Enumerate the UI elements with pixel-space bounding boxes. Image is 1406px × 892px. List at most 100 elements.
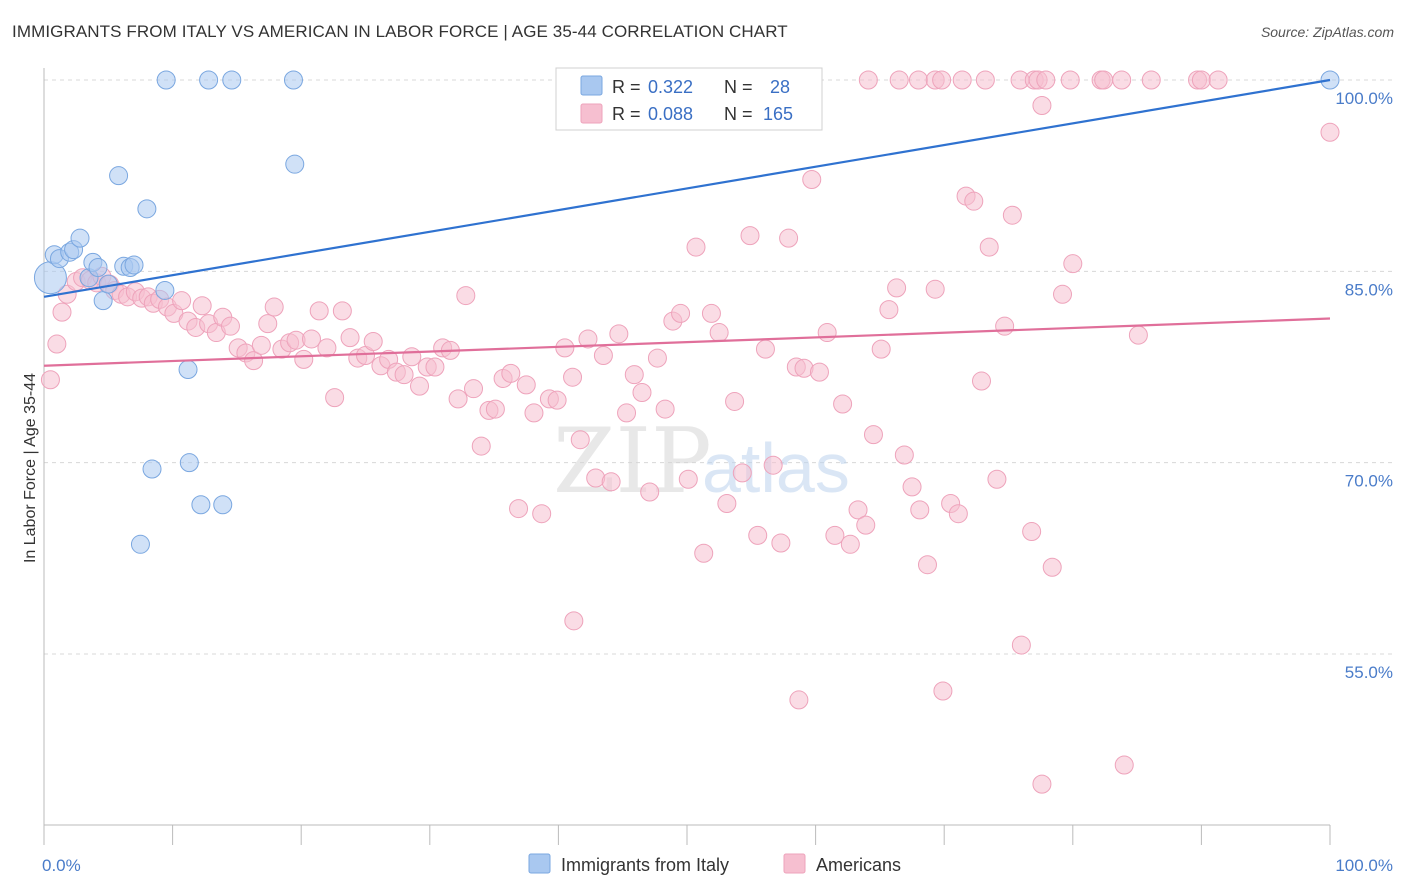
americans-point <box>964 191 984 211</box>
italy-point <box>137 199 157 219</box>
americans-point <box>725 391 745 411</box>
americans-point <box>755 339 775 359</box>
italy-point <box>283 70 303 90</box>
legend-n-value-1: 28 <box>770 77 790 97</box>
americans-point <box>578 329 598 349</box>
y-tick-label: 85.0% <box>1345 280 1393 299</box>
americans-point <box>1141 70 1161 90</box>
americans-point <box>825 525 845 545</box>
americans-point <box>325 388 345 408</box>
italy-point <box>179 453 199 473</box>
watermark-zip: ZIP <box>553 409 712 514</box>
americans-point <box>301 329 321 349</box>
americans-point <box>640 482 660 502</box>
americans-point <box>856 515 876 535</box>
y-axis-title: In Labor Force | Age 35-44 <box>22 373 39 563</box>
americans-point <box>975 70 995 90</box>
italy-point <box>124 255 144 275</box>
americans-point <box>789 690 809 710</box>
americans-point <box>617 403 637 423</box>
legend-r-value-1: 0.322 <box>648 77 693 97</box>
americans-point <box>251 335 271 355</box>
y-tick-label: 55.0% <box>1345 663 1393 682</box>
americans-point <box>1063 254 1083 274</box>
americans-point <box>848 500 868 520</box>
italy-point <box>156 70 176 90</box>
legend-r-label-2: R = <box>612 104 641 124</box>
americans-point <box>593 346 613 366</box>
legend-n-label-2: N = <box>724 104 753 124</box>
americans-point <box>858 70 878 90</box>
y-tick-label: 70.0% <box>1345 472 1393 491</box>
americans-point <box>771 533 791 553</box>
italy-point <box>109 166 129 186</box>
americans-point <box>979 237 999 257</box>
italy-point <box>88 258 108 278</box>
americans-point <box>563 367 583 387</box>
americans-point <box>1011 635 1031 655</box>
americans-point <box>932 70 952 90</box>
bottom-legend-swatch-americans <box>783 853 806 874</box>
americans-point <box>1114 755 1134 775</box>
americans-point <box>1036 70 1056 90</box>
americans-point <box>601 472 621 492</box>
americans-point <box>47 334 67 354</box>
italy-point <box>213 495 233 515</box>
americans-point <box>840 534 860 554</box>
americans-point <box>564 611 584 631</box>
axes <box>43 68 1331 845</box>
legend-n-label-1: N = <box>724 77 753 97</box>
italy-point <box>142 459 162 479</box>
americans-point <box>971 371 991 391</box>
americans-point <box>547 390 567 410</box>
bottom-legend-americans: Americans <box>816 855 901 875</box>
americans-point <box>425 357 445 377</box>
americans-trend-line <box>43 317 1331 367</box>
americans-point <box>464 379 484 399</box>
americans-point <box>363 331 383 351</box>
americans-point <box>686 237 706 257</box>
italy-points <box>33 70 1340 554</box>
americans-point <box>524 403 544 423</box>
americans-point <box>1042 557 1062 577</box>
americans-point <box>1112 70 1132 90</box>
legend-swatch-italy <box>580 75 603 96</box>
y-tick-label: 100.0% <box>1335 89 1393 108</box>
chart-title: IMMIGRANTS FROM ITALY VS AMERICAN IN LAB… <box>12 22 788 41</box>
americans-points <box>40 70 1340 794</box>
americans-point <box>748 525 768 545</box>
americans-point <box>889 70 909 90</box>
americans-point <box>1320 122 1340 142</box>
watermark: ZIP atlas <box>553 409 850 514</box>
tick-labels: 55.0% 70.0% 85.0% 100.0% 0.0% 100.0% <box>42 89 1393 875</box>
legend-r-value-2: 0.088 <box>648 104 693 124</box>
americans-point <box>933 681 953 701</box>
americans-point <box>1191 70 1211 90</box>
americans-point <box>917 555 937 575</box>
bottom-legend-italy: Immigrants from Italy <box>561 855 729 875</box>
americans-point <box>717 493 737 513</box>
americans-point <box>172 291 192 311</box>
americans-point <box>192 296 212 316</box>
americans-point <box>516 375 536 395</box>
americans-point <box>894 445 914 465</box>
americans-point <box>456 286 476 306</box>
legend: R = 0.322 N = 28 R = 0.088 N = 165 <box>555 67 823 131</box>
americans-point <box>1060 70 1080 90</box>
americans-point <box>948 504 968 524</box>
americans-point <box>1002 205 1022 225</box>
americans-point <box>632 383 652 403</box>
italy-point <box>70 228 90 248</box>
americans-point <box>740 226 760 246</box>
americans-point <box>394 365 414 385</box>
americans-point <box>678 469 698 489</box>
americans-point <box>1022 522 1042 542</box>
legend-r-label-1: R = <box>612 77 641 97</box>
americans-point <box>952 70 972 90</box>
americans-point <box>317 338 337 358</box>
americans-point <box>987 469 1007 489</box>
americans-point <box>448 389 468 409</box>
americans-point <box>709 323 729 343</box>
americans-point <box>532 504 552 524</box>
